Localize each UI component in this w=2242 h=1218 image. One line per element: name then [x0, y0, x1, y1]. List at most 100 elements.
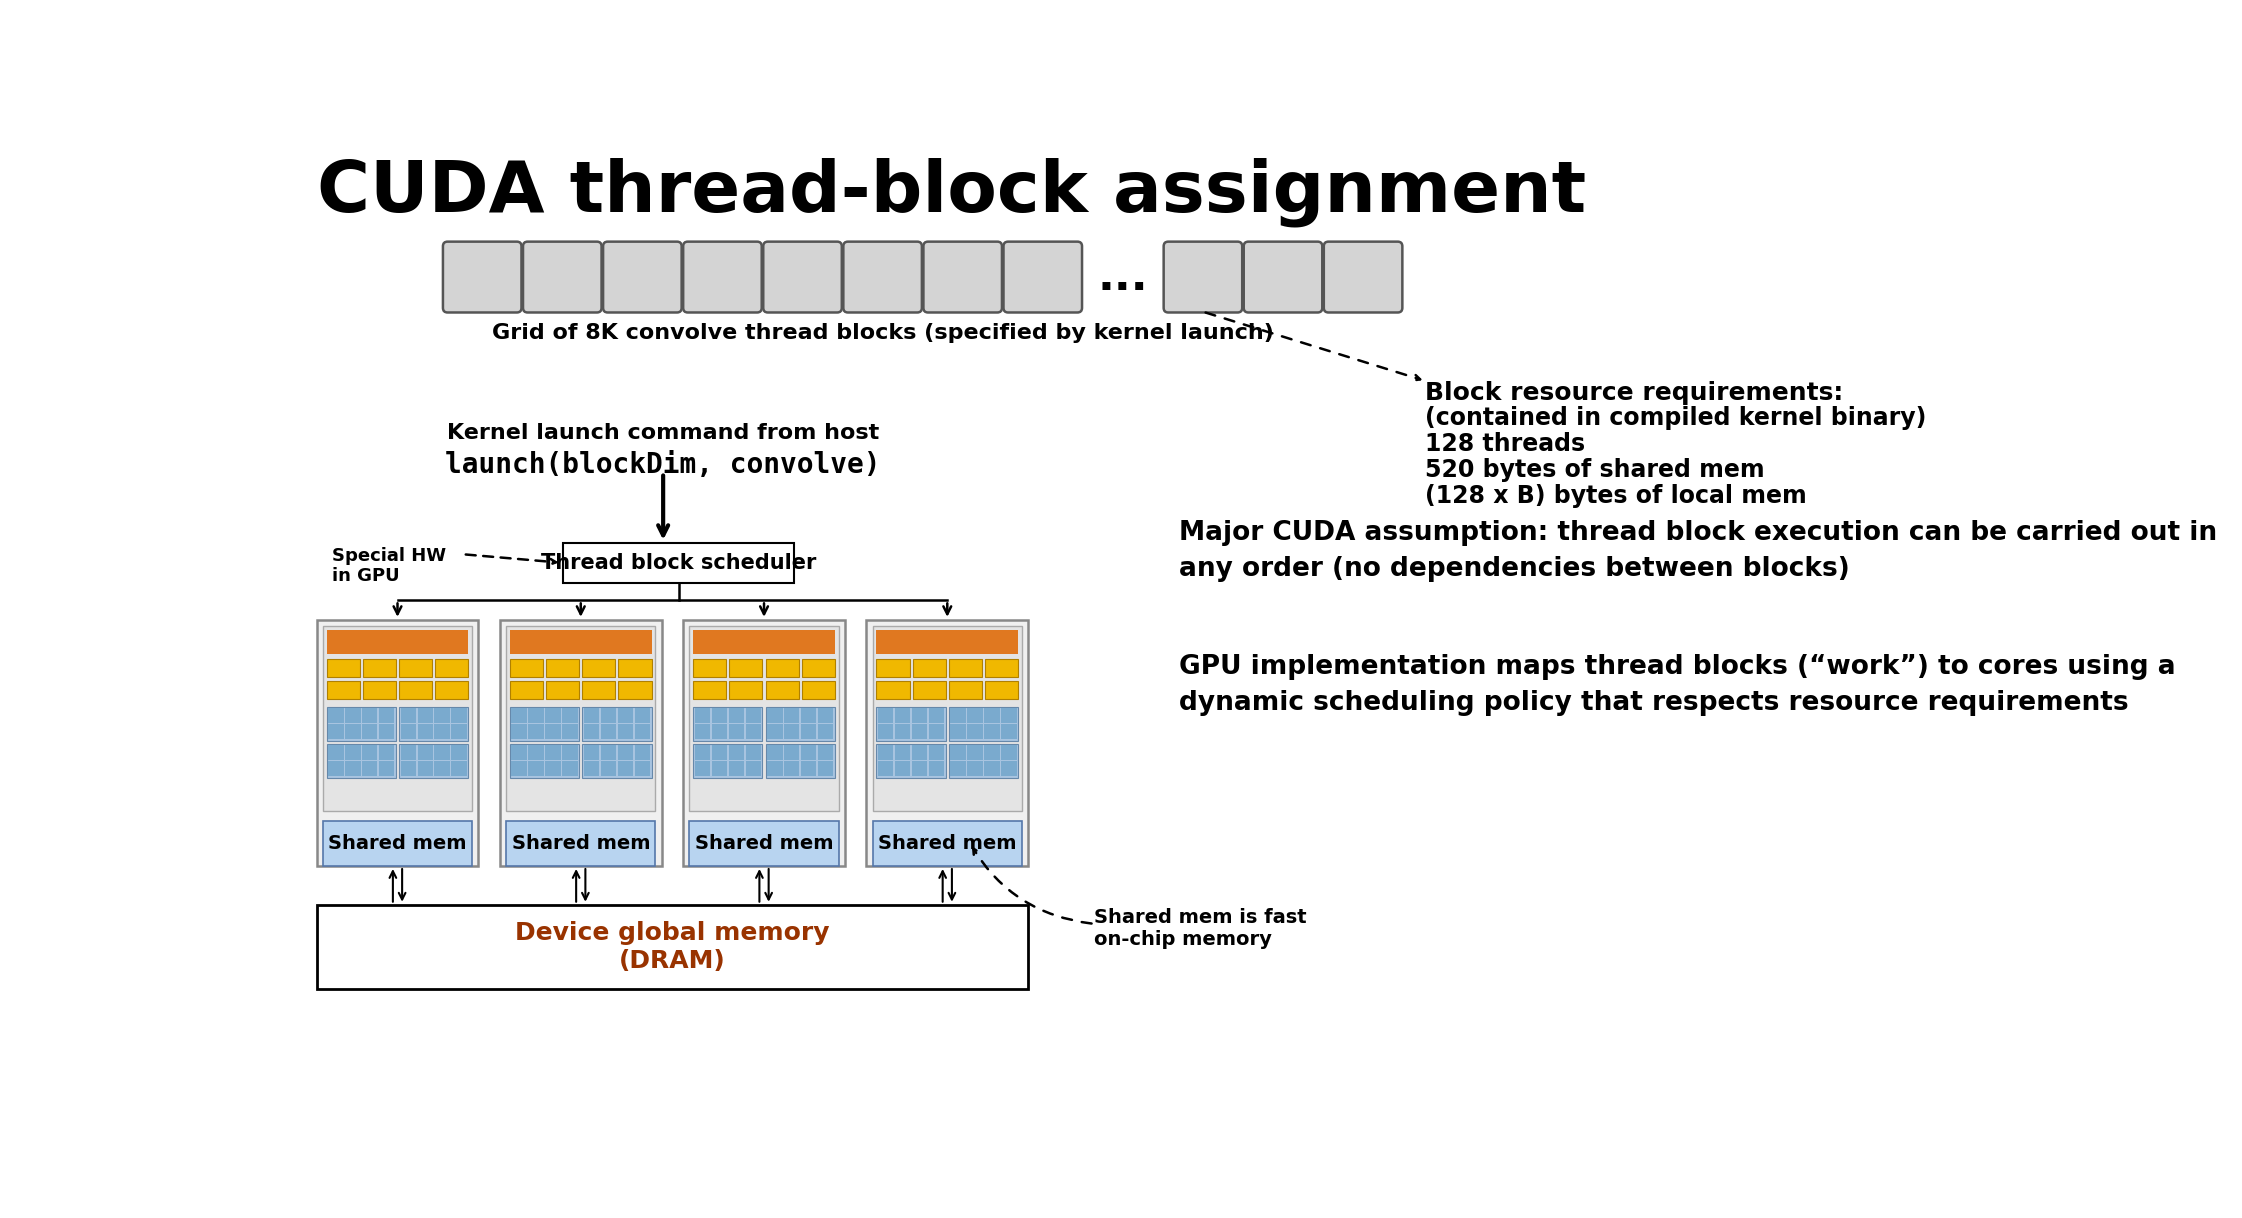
Bar: [451, 745, 466, 760]
Text: ...: ...: [1099, 256, 1148, 298]
Bar: [507, 821, 655, 866]
Bar: [711, 708, 726, 723]
Bar: [688, 626, 839, 811]
Bar: [363, 659, 397, 677]
Text: Shared mem is fast
on-chip memory: Shared mem is fast on-chip memory: [1094, 909, 1307, 950]
Bar: [895, 745, 910, 760]
Bar: [316, 620, 478, 866]
Bar: [509, 659, 543, 677]
Bar: [529, 725, 545, 739]
FancyBboxPatch shape: [924, 241, 1002, 313]
FancyBboxPatch shape: [1323, 241, 1401, 313]
Bar: [345, 708, 361, 723]
Bar: [800, 745, 816, 760]
Bar: [511, 725, 527, 739]
Bar: [545, 725, 560, 739]
Bar: [984, 681, 1018, 699]
Bar: [951, 708, 966, 723]
Bar: [684, 620, 845, 866]
Bar: [379, 745, 395, 760]
Bar: [619, 745, 632, 760]
Bar: [435, 761, 451, 776]
Text: Kernel launch command from host: Kernel launch command from host: [446, 424, 879, 443]
Text: Block resource requirements:: Block resource requirements:: [1426, 381, 1843, 406]
Bar: [747, 725, 760, 739]
Bar: [785, 761, 800, 776]
Bar: [747, 708, 760, 723]
FancyBboxPatch shape: [1164, 241, 1242, 313]
Bar: [327, 706, 397, 741]
Bar: [563, 725, 578, 739]
Bar: [729, 725, 744, 739]
FancyBboxPatch shape: [603, 241, 682, 313]
Bar: [865, 620, 1029, 866]
Bar: [601, 725, 617, 739]
Bar: [417, 708, 433, 723]
Bar: [316, 905, 1029, 989]
Bar: [327, 708, 343, 723]
Bar: [693, 659, 726, 677]
Bar: [619, 659, 652, 677]
Text: (128 x B) bytes of local mem: (128 x B) bytes of local mem: [1426, 485, 1807, 508]
Bar: [379, 708, 395, 723]
Bar: [928, 725, 944, 739]
Bar: [928, 708, 944, 723]
Bar: [785, 708, 800, 723]
Bar: [451, 761, 466, 776]
Bar: [507, 626, 655, 811]
Bar: [529, 761, 545, 776]
Bar: [912, 745, 928, 760]
Bar: [800, 725, 816, 739]
Bar: [693, 706, 762, 741]
Bar: [984, 745, 1000, 760]
Bar: [583, 744, 652, 777]
Bar: [451, 708, 466, 723]
Bar: [323, 821, 473, 866]
Bar: [966, 761, 982, 776]
Bar: [601, 745, 617, 760]
Bar: [401, 745, 417, 760]
Bar: [877, 681, 910, 699]
Bar: [619, 681, 652, 699]
Bar: [966, 708, 982, 723]
Text: CUDA thread-block assignment: CUDA thread-block assignment: [316, 157, 1585, 228]
Bar: [818, 708, 834, 723]
Bar: [767, 708, 782, 723]
Bar: [928, 745, 944, 760]
Bar: [693, 744, 762, 777]
Bar: [583, 706, 652, 741]
Bar: [379, 725, 395, 739]
Bar: [872, 626, 1022, 811]
Bar: [451, 725, 466, 739]
Bar: [800, 761, 816, 776]
FancyBboxPatch shape: [1004, 241, 1083, 313]
Bar: [363, 708, 377, 723]
Bar: [693, 630, 834, 654]
Bar: [984, 761, 1000, 776]
Bar: [583, 761, 599, 776]
Bar: [511, 745, 527, 760]
Bar: [545, 708, 560, 723]
Bar: [879, 725, 892, 739]
Text: Grid of 8K convolve thread blocks (specified by kernel launch): Grid of 8K convolve thread blocks (speci…: [491, 323, 1273, 343]
Bar: [417, 761, 433, 776]
Bar: [327, 659, 359, 677]
Text: GPU implementation maps thread blocks (“work”) to cores using a
dynamic scheduli: GPU implementation maps thread blocks (“…: [1179, 654, 2175, 716]
Bar: [688, 821, 839, 866]
Bar: [529, 708, 545, 723]
Bar: [379, 761, 395, 776]
Bar: [767, 725, 782, 739]
Bar: [583, 725, 599, 739]
Text: 128 threads: 128 threads: [1426, 432, 1585, 456]
Bar: [509, 744, 578, 777]
Bar: [800, 708, 816, 723]
Bar: [711, 745, 726, 760]
Bar: [417, 745, 433, 760]
Bar: [1002, 725, 1016, 739]
Bar: [803, 681, 834, 699]
Bar: [895, 708, 910, 723]
Bar: [711, 761, 726, 776]
Bar: [401, 761, 417, 776]
Bar: [803, 659, 834, 677]
Bar: [695, 708, 711, 723]
